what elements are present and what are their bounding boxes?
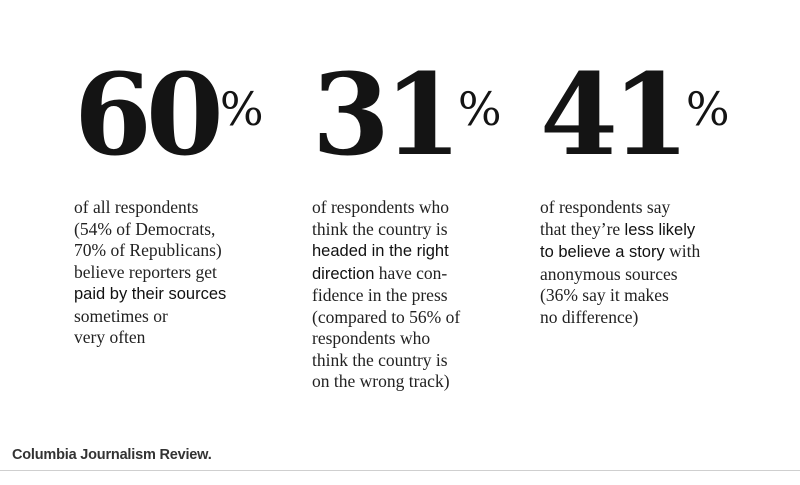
description-line: fidence in the press bbox=[312, 285, 534, 307]
description-text: of respondents say bbox=[540, 197, 671, 217]
footer-divider bbox=[0, 470, 800, 471]
percent-sign: % bbox=[219, 82, 264, 136]
description-line: of all respondents bbox=[74, 197, 289, 219]
description-line: headed in the right bbox=[312, 240, 534, 263]
description-text: no difference) bbox=[540, 306, 639, 327]
description-line: respondents who bbox=[312, 328, 534, 350]
highlighted-phrase: headed in the right bbox=[312, 242, 449, 260]
description-line: paid by their sources bbox=[74, 283, 289, 306]
description-line: very often bbox=[74, 327, 289, 349]
stat-number: 41 bbox=[540, 50, 690, 181]
stat-description: of all respondents (54% of Democrats, 70% … bbox=[74, 197, 289, 349]
description-text: (36% say it makes bbox=[540, 285, 669, 305]
description-line: (54% of Democrats, bbox=[74, 219, 289, 241]
description-line: of respondents say bbox=[540, 197, 760, 219]
description-text: (54% of Democrats, bbox=[74, 218, 216, 239]
description-line: 70% of Republicans) bbox=[74, 240, 289, 262]
description-line: direction have con- bbox=[312, 263, 534, 286]
description-line: that they’re less likely bbox=[540, 219, 760, 242]
percent-sign: % bbox=[457, 82, 502, 136]
highlighted-phrase: paid by their sources bbox=[74, 285, 227, 303]
stat-figure: 31 % bbox=[312, 58, 534, 183]
description-line: on the wrong track) bbox=[312, 371, 534, 393]
description-text: that they’re bbox=[540, 218, 625, 239]
description-text: of all respondents bbox=[74, 197, 199, 217]
description-line: sometimes or bbox=[74, 306, 289, 328]
description-line: think the country is bbox=[312, 219, 534, 241]
description-text: very often bbox=[74, 327, 146, 347]
description-text: think the country is bbox=[312, 218, 448, 239]
description-line: anonymous sources bbox=[540, 264, 760, 286]
stat-block-31: 31 % of respondents who think the country… bbox=[312, 58, 534, 393]
description-line: to believe a story with bbox=[540, 241, 760, 264]
description-line: of respondents who bbox=[312, 197, 534, 219]
stat-figure: 60 % bbox=[74, 58, 289, 183]
description-line: believe reporters get bbox=[74, 262, 289, 284]
description-text: sometimes or bbox=[74, 305, 168, 326]
stat-block-41: 41 % of respondents say that they’re less… bbox=[540, 58, 760, 328]
stat-block-60: 60 % of all respondents (54% of Democrats… bbox=[74, 58, 289, 349]
description-line: think the country is bbox=[312, 350, 534, 372]
description-text: 70% of Republicans) bbox=[74, 240, 222, 260]
stat-figure: 41 % bbox=[540, 58, 760, 183]
description-text: anonymous sources bbox=[540, 263, 678, 284]
description-text: believe reporters get bbox=[74, 261, 217, 282]
stat-description: of respondents who think the country is he… bbox=[312, 197, 534, 393]
description-text: on the wrong track) bbox=[312, 371, 450, 391]
highlighted-phrase: less likely bbox=[624, 220, 696, 239]
description-text: think the country is bbox=[312, 349, 448, 370]
description-text: of respondents who bbox=[312, 197, 450, 217]
stat-description: of respondents say that they’re less like… bbox=[540, 197, 760, 328]
description-text: with bbox=[664, 241, 701, 261]
description-line: no difference) bbox=[540, 307, 760, 329]
description-line: (compared to 56% of bbox=[312, 307, 534, 329]
highlighted-phrase: direction bbox=[312, 264, 375, 283]
description-text: fidence in the press bbox=[312, 285, 448, 305]
description-text: have con- bbox=[374, 262, 448, 283]
description-line: (36% say it makes bbox=[540, 285, 760, 307]
stat-number: 60 bbox=[74, 50, 224, 181]
description-text: respondents who bbox=[312, 328, 431, 348]
highlighted-phrase: to believe a story bbox=[540, 243, 665, 261]
description-text: (compared to 56% of bbox=[312, 306, 461, 327]
stat-number: 31 bbox=[312, 50, 462, 181]
brand-footer: Columbia Journalism Review. bbox=[12, 447, 212, 463]
percent-sign: % bbox=[685, 82, 730, 136]
